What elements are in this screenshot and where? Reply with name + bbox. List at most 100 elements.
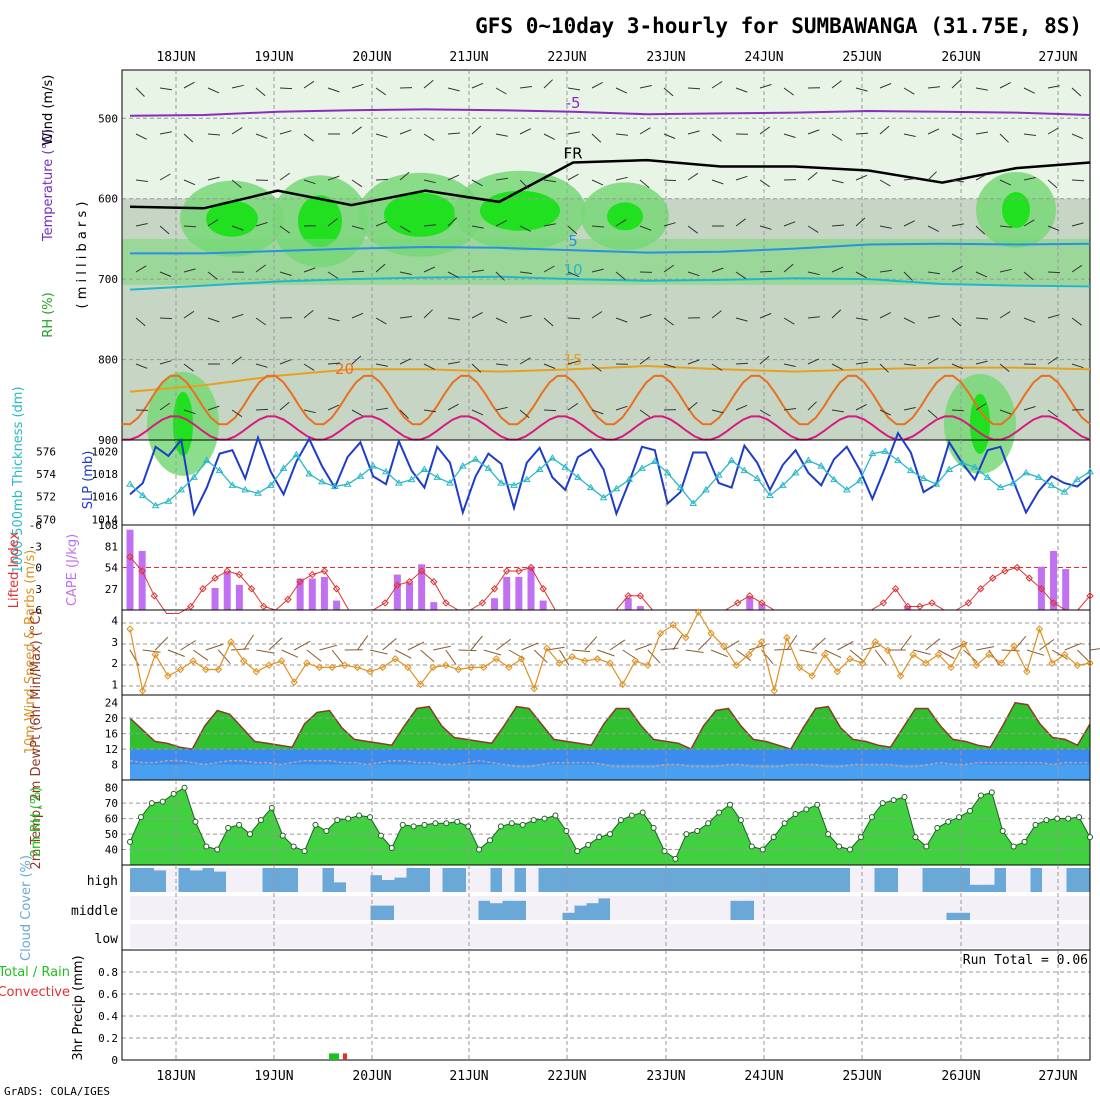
wind-barb	[807, 358, 820, 365]
wind-barb	[735, 218, 746, 227]
wind-barb-10m	[243, 634, 254, 651]
wind-barb	[927, 271, 940, 275]
cloud-clear-segment	[298, 896, 311, 920]
cloud-clear-segment	[862, 924, 875, 948]
wind-barb	[279, 130, 292, 135]
wind-barb	[567, 317, 581, 320]
cloud-clear-segment	[454, 896, 467, 920]
rh2m-point	[1065, 815, 1072, 822]
wind-barb-10m	[1026, 649, 1045, 656]
rh2m-point	[923, 843, 930, 850]
rh2m-point	[465, 823, 472, 830]
wind-barb	[879, 125, 890, 135]
cloud-clear-segment	[1006, 924, 1019, 948]
wind-barb	[759, 355, 770, 365]
cloud-clear-segment	[1054, 868, 1067, 892]
wind-barb	[231, 313, 244, 319]
temp-tick: 12	[105, 743, 118, 756]
rh2m-point	[148, 800, 155, 807]
thickness-axis-label: 1000-500mb Thickness (dm)	[11, 386, 26, 573]
dewpt-band	[130, 749, 1090, 765]
isotherm-label: -5	[566, 94, 581, 112]
cloud-clear-segment	[694, 896, 707, 920]
wind-speed-point	[606, 659, 614, 667]
wind-barb	[279, 172, 291, 181]
wind-speed-point	[353, 663, 362, 672]
cape-bar	[138, 550, 146, 610]
wind-barb	[879, 312, 891, 319]
cloud-clear-segment	[682, 896, 695, 920]
wind-barb	[855, 132, 869, 135]
cloud-clear-segment	[670, 896, 683, 920]
precip-legend-total: Total / Rain	[0, 965, 70, 980]
thickness-point	[996, 483, 1005, 491]
wind-barb	[975, 225, 986, 235]
wind-barb	[159, 402, 171, 411]
wind-barb	[519, 179, 529, 189]
thickness-point	[241, 485, 250, 493]
lifted-index-point	[284, 595, 292, 604]
wind-barb	[159, 271, 172, 277]
wind-barb	[951, 133, 963, 141]
rh-saturated-blob	[384, 192, 456, 237]
rh2m-point	[825, 831, 832, 838]
cape-bar	[126, 529, 134, 610]
thickness-point	[638, 464, 646, 471]
wind-barb	[471, 409, 484, 416]
wind-barb	[1071, 222, 1084, 227]
rh2m-point	[356, 812, 363, 819]
rh2m-point	[443, 820, 450, 827]
cloud-clear-segment	[742, 924, 755, 948]
wind-barb	[759, 84, 772, 89]
cloud-clear-segment	[178, 924, 191, 948]
day-labels-top: 18JUN 19JUN 20JUN 21JUN 22JUN 23JUN 24JUN 25JUN…	[156, 50, 1077, 65]
wind-barb	[975, 403, 987, 411]
wind-speed-point	[227, 638, 235, 646]
cloud-clear-segment	[166, 868, 179, 892]
wind-barb	[711, 363, 723, 371]
wind-barb	[999, 82, 1011, 89]
thickness-point	[650, 457, 659, 465]
date-label-top: 22JUN	[547, 50, 586, 65]
wind-barb-10m	[231, 648, 250, 651]
wind-barb	[783, 363, 796, 367]
wind-speed-point	[543, 644, 551, 652]
wind-barb	[855, 87, 868, 92]
wind-speed-point	[164, 672, 172, 680]
lifted-tick: 0	[35, 562, 42, 575]
cloud-clear-segment	[634, 896, 647, 920]
cloud-clear-segment	[610, 924, 623, 948]
cape-bar	[539, 600, 547, 610]
wind-barb	[975, 360, 988, 365]
thickness-point	[510, 481, 518, 488]
wind-barb	[639, 225, 652, 231]
cloud-clear-segment	[646, 896, 659, 920]
cloud-clear-segment	[1078, 896, 1091, 920]
cloud-clear-segment	[850, 924, 863, 948]
wind-barb	[711, 310, 722, 319]
wind-barb	[399, 409, 409, 419]
wind-speed-point	[555, 659, 564, 667]
cloud-clear-segment	[478, 924, 491, 948]
wind-barb	[183, 225, 197, 228]
thickness-point	[215, 466, 224, 474]
wind-barb	[567, 271, 580, 278]
wind-barb	[327, 404, 340, 411]
cloud-level-label: high	[87, 874, 118, 889]
rh2m-point	[847, 846, 853, 853]
wind-barb-10m	[420, 649, 435, 663]
cape-bar	[636, 606, 644, 610]
cloud-clear-segment	[310, 924, 323, 948]
wind-barb-10m	[849, 649, 865, 662]
cloud-clear-segment	[274, 896, 287, 920]
wind-barb	[423, 266, 436, 273]
thickness-point	[497, 479, 506, 486]
thickness-tick: 576	[36, 445, 56, 458]
wind-barb	[903, 271, 913, 281]
cloud-clear-segment	[442, 896, 455, 920]
cape-bar	[758, 603, 766, 610]
wind-barb-10m	[142, 649, 161, 653]
thickness-point	[343, 480, 352, 487]
date-label-top: 24JUN	[744, 50, 783, 65]
rh2m-point	[377, 832, 384, 839]
